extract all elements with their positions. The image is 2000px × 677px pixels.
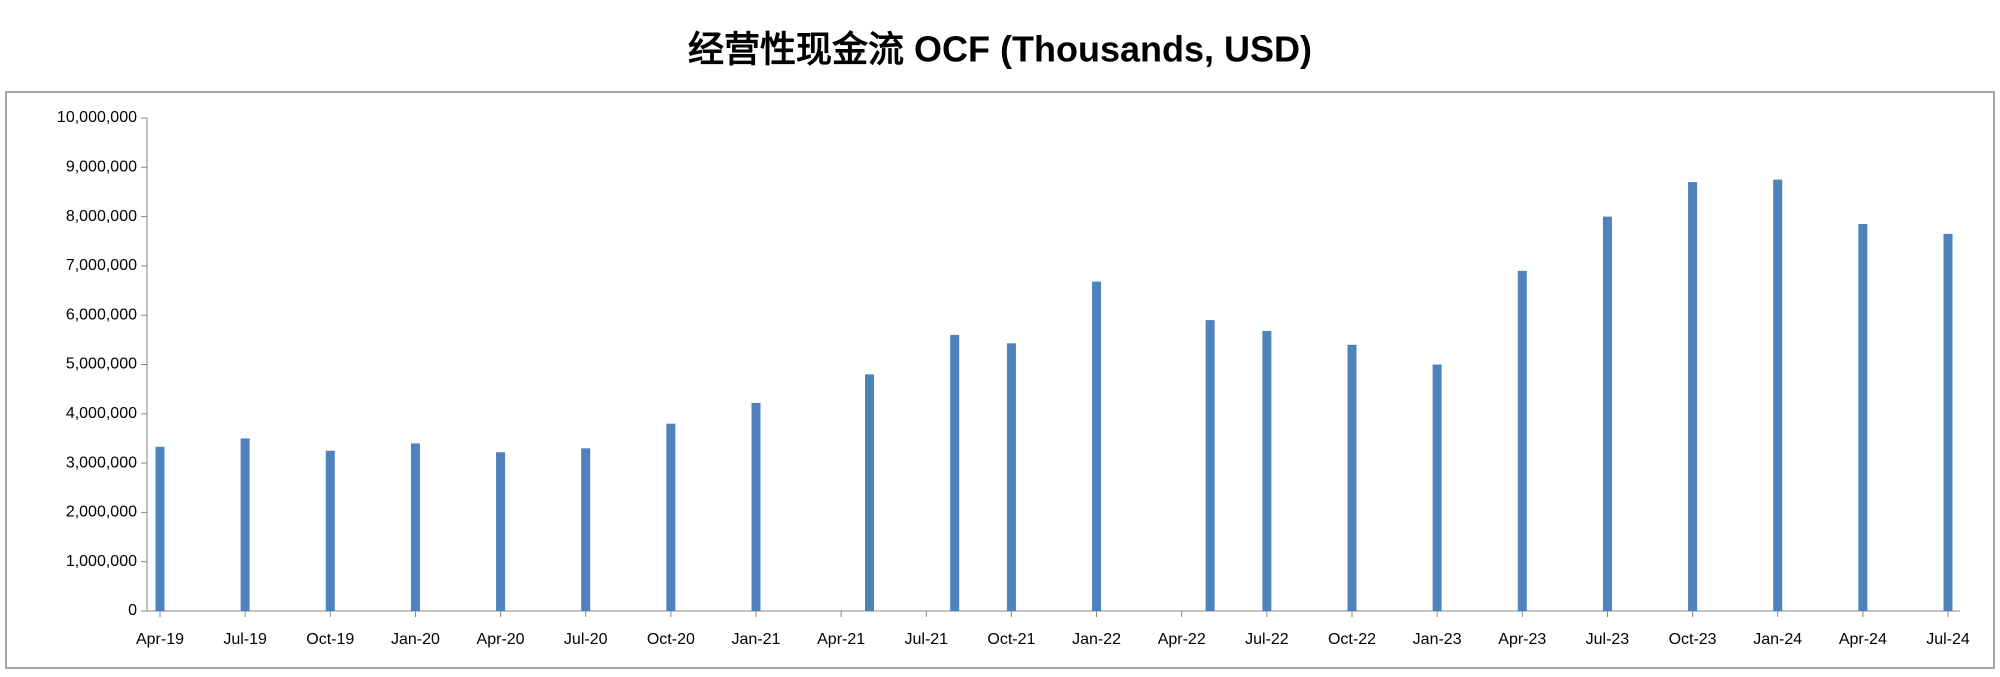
bar (325, 450, 335, 611)
bar (666, 423, 676, 611)
y-tick-label: 7,000,000 (66, 257, 137, 274)
bar (1006, 343, 1016, 611)
x-tick-label: Jul-19 (223, 631, 267, 648)
bar (1602, 216, 1612, 611)
bar (1205, 320, 1215, 611)
x-tick-label: Apr-19 (136, 631, 184, 648)
y-tick-label: 3,000,000 (66, 454, 137, 471)
y-tick-label: 9,000,000 (66, 159, 137, 176)
y-tick-label: 1,000,000 (66, 553, 137, 570)
bar (1773, 179, 1783, 611)
x-tick-label: Jul-22 (1245, 631, 1289, 648)
bar (1943, 233, 1953, 612)
chart-frame (5, 91, 1995, 669)
x-tick-label: Jan-22 (1072, 631, 1121, 648)
bar (1092, 281, 1102, 611)
bar (1432, 364, 1442, 611)
chart-title: 经营性现金流 OCF (Thousands, USD) (688, 29, 1312, 70)
bar (865, 374, 875, 611)
bar (240, 438, 250, 611)
bar (496, 452, 506, 611)
bar (1347, 344, 1357, 611)
y-tick-label: 6,000,000 (66, 306, 137, 323)
x-tick-label: Oct-23 (1669, 631, 1717, 648)
bar (1858, 223, 1868, 611)
x-tick-label: Jan-21 (732, 631, 781, 648)
bar (1517, 270, 1527, 611)
x-tick-label: Oct-21 (987, 631, 1035, 648)
bar (751, 402, 761, 611)
x-tick-label: Oct-19 (306, 631, 354, 648)
x-tick-label: Apr-22 (1158, 631, 1206, 648)
bar (581, 448, 591, 611)
x-tick-label: Oct-22 (1328, 631, 1376, 648)
y-tick-label: 10,000,000 (57, 109, 137, 126)
y-tick-label: 4,000,000 (66, 405, 137, 422)
x-tick-label: Jan-23 (1413, 631, 1462, 648)
x-tick-label: Jan-24 (1753, 631, 1802, 648)
y-tick-label: 0 (128, 602, 137, 619)
y-tick-label: 5,000,000 (66, 356, 137, 373)
y-tick-label: 2,000,000 (66, 504, 137, 521)
bar (155, 446, 165, 611)
x-tick-label: Jul-23 (1586, 631, 1630, 648)
y-tick-label: 8,000,000 (66, 208, 137, 225)
bar (1262, 330, 1272, 611)
x-tick-label: Jul-24 (1926, 631, 1970, 648)
x-tick-label: Apr-20 (477, 631, 525, 648)
x-tick-label: Jul-20 (564, 631, 608, 648)
x-tick-label: Oct-20 (647, 631, 695, 648)
x-tick-label: Apr-24 (1839, 631, 1887, 648)
bar (410, 443, 420, 611)
x-tick-label: Apr-21 (817, 631, 865, 648)
bar (1688, 182, 1698, 611)
x-tick-label: Jul-21 (904, 631, 948, 648)
bar (950, 334, 960, 611)
x-tick-label: Apr-23 (1498, 631, 1546, 648)
x-tick-label: Jan-20 (391, 631, 440, 648)
